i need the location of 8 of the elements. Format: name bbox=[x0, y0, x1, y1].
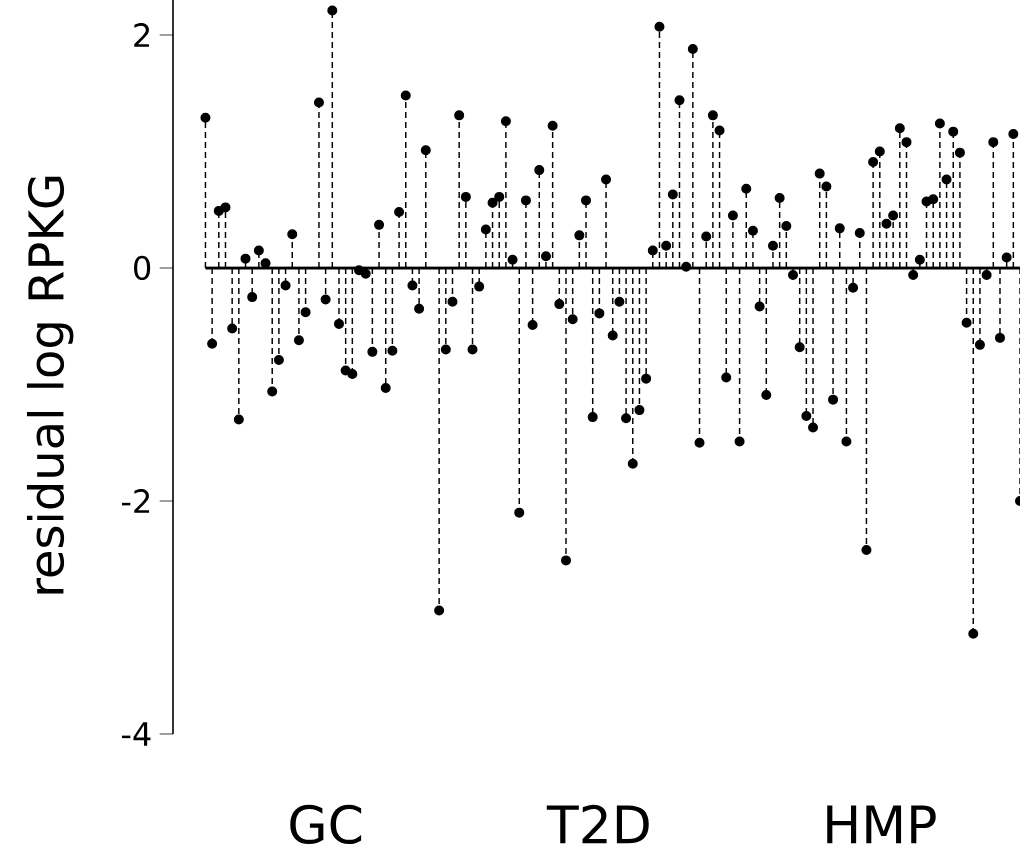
y-tick-label: -2 bbox=[121, 489, 150, 513]
x-tick-label: HMP bbox=[827, 805, 936, 844]
y-tick-label: 0 bbox=[134, 255, 151, 281]
y-axis-title: residual log RPKG bbox=[26, 176, 74, 594]
x-tick-label: T2D bbox=[546, 804, 649, 844]
y-tick-label: 2 bbox=[134, 23, 150, 47]
x-tick-label: GC bbox=[290, 804, 362, 845]
y-tick-label: -4 bbox=[121, 722, 151, 746]
